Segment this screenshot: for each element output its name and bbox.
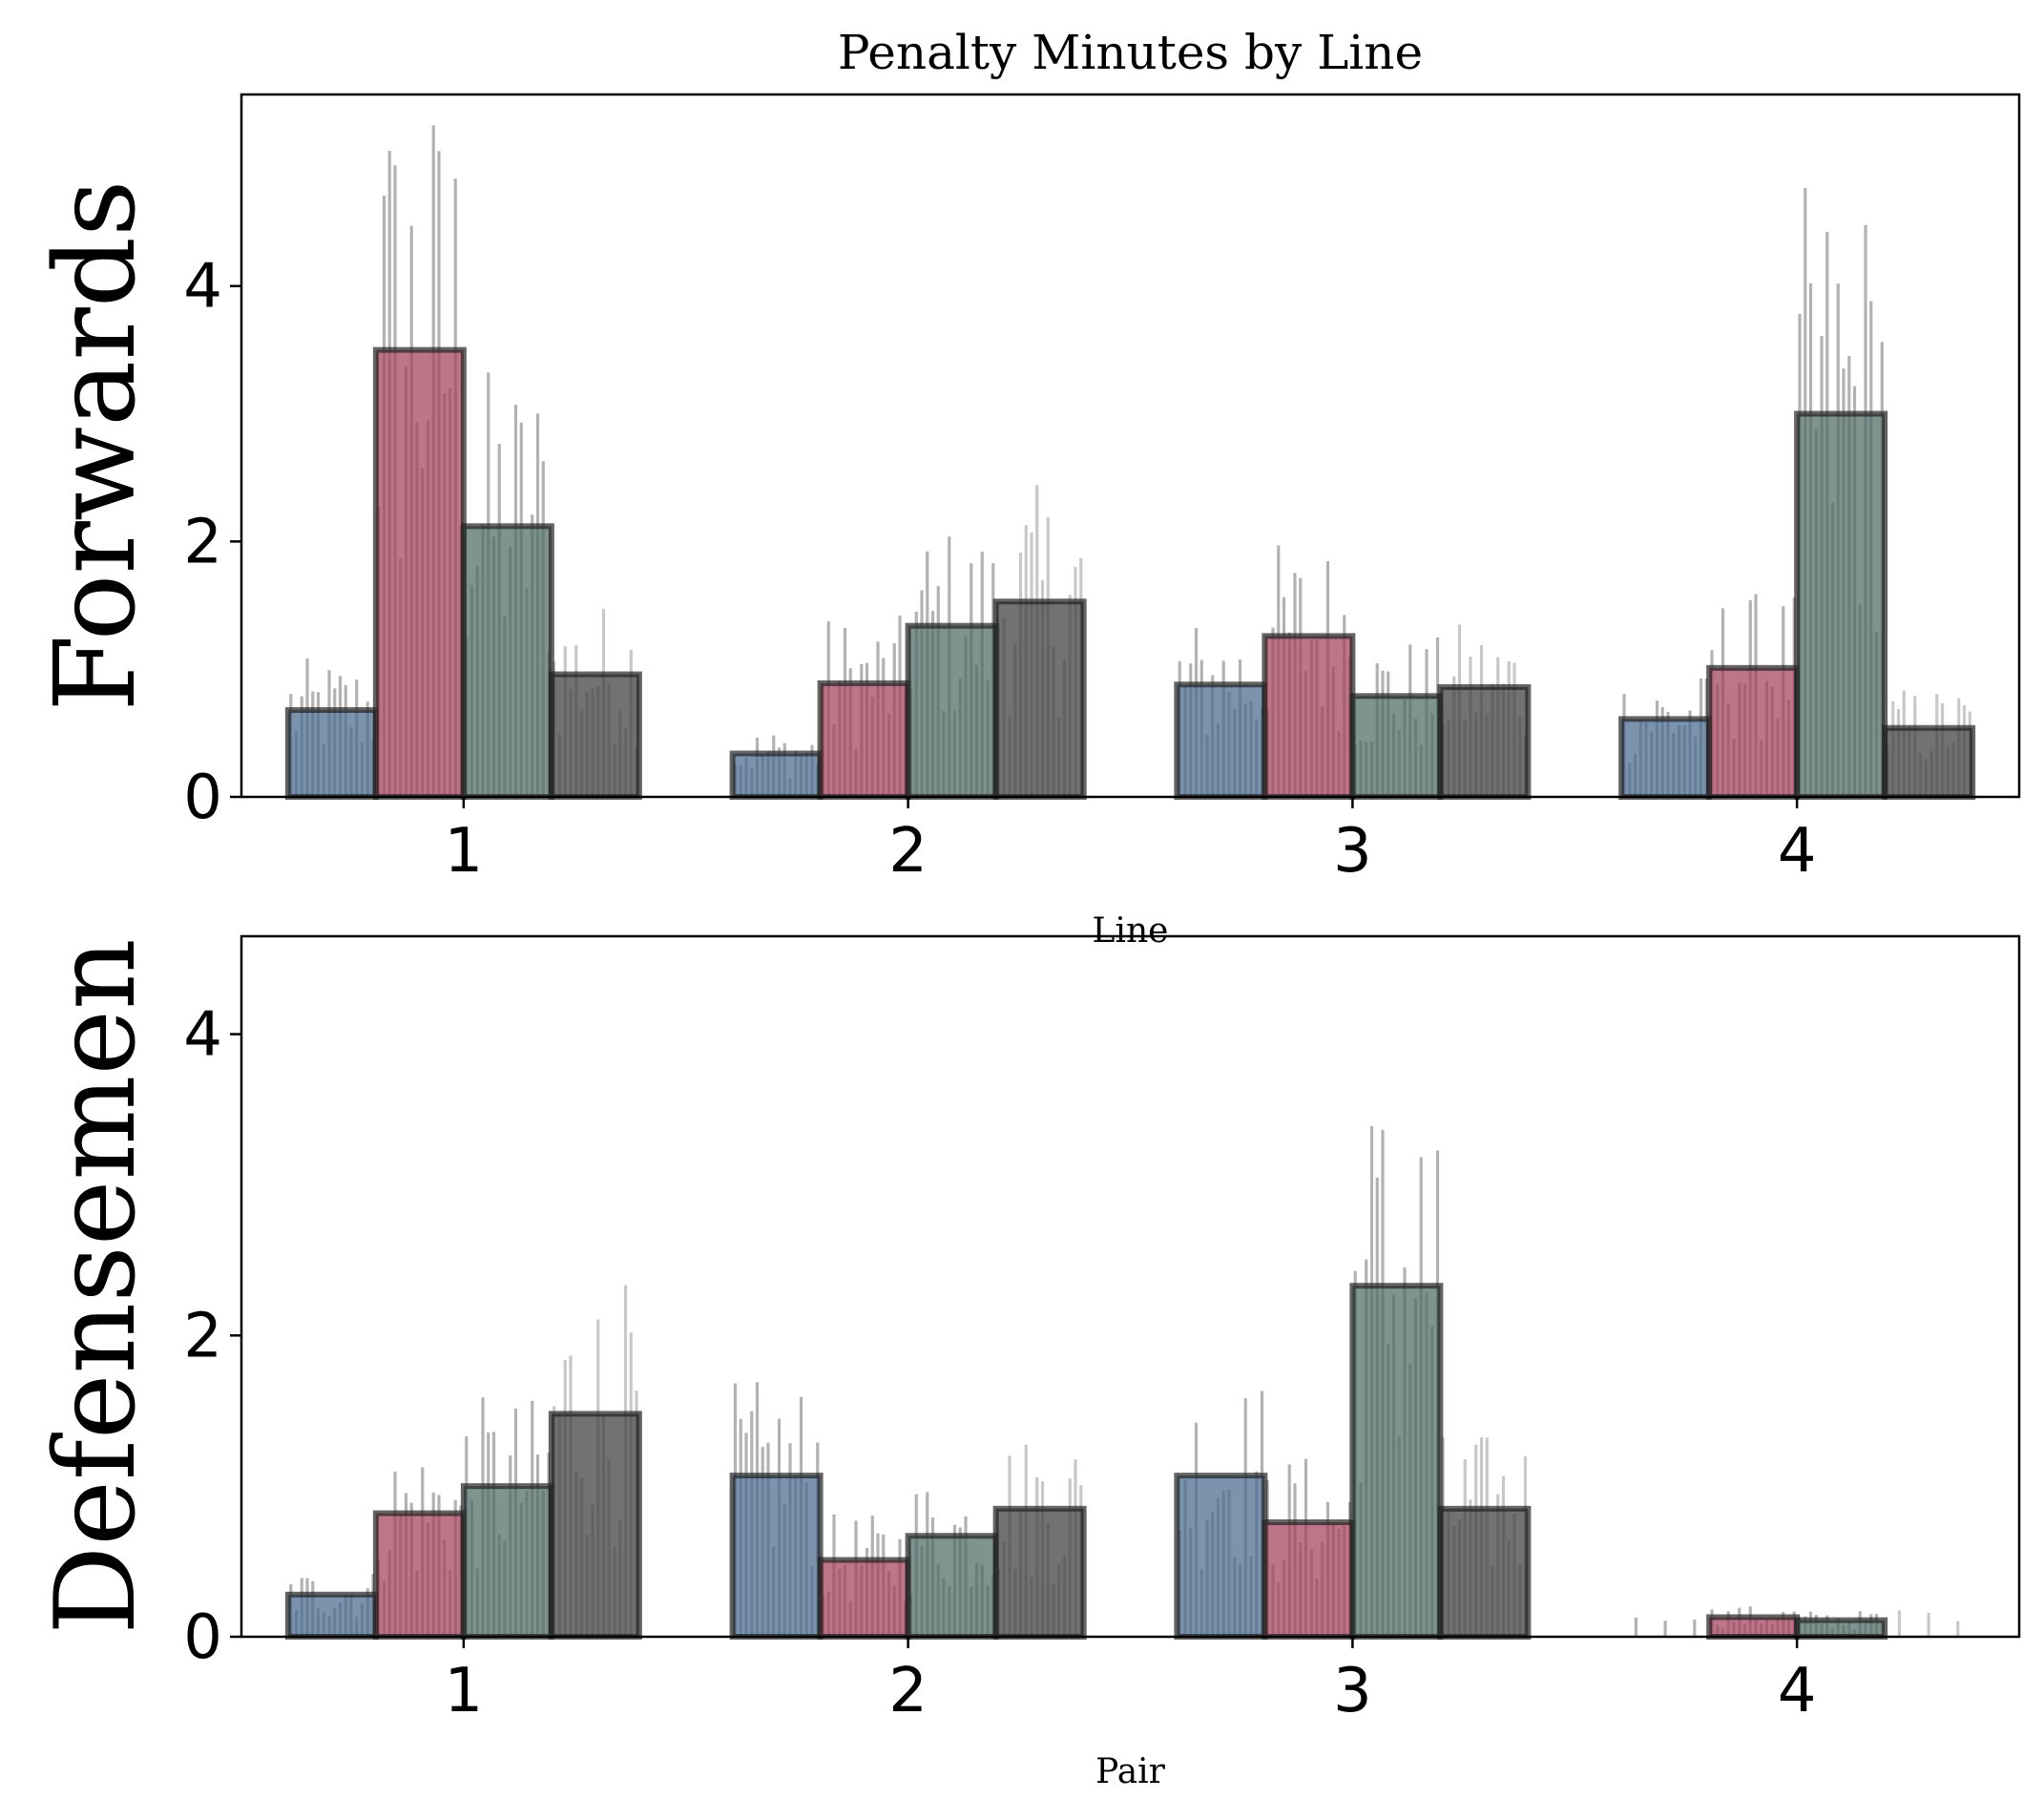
bar xyxy=(729,750,824,801)
x-tick-label: 3 xyxy=(1333,1656,1372,1726)
bar xyxy=(460,1483,554,1640)
y-tick-label: 4 xyxy=(183,1000,222,1071)
bar xyxy=(1349,693,1444,800)
bar xyxy=(1882,724,1976,800)
x-tick-label: 4 xyxy=(1778,816,1817,887)
bar xyxy=(372,346,467,800)
bar xyxy=(1349,1283,1444,1640)
axes-frame xyxy=(240,934,2021,1639)
bar xyxy=(460,523,554,801)
y-tick-label: 0 xyxy=(183,1602,222,1673)
bar xyxy=(548,671,642,800)
bar xyxy=(284,707,379,801)
bar xyxy=(1794,410,1888,800)
bar xyxy=(372,1510,467,1641)
bar xyxy=(1437,683,1532,801)
bar xyxy=(1706,664,1801,800)
y-tick-label: 0 xyxy=(183,763,222,833)
bar xyxy=(992,1505,1087,1641)
bar xyxy=(729,1473,824,1640)
x-axis-label: Line xyxy=(1093,911,1169,951)
bar xyxy=(905,1533,999,1640)
bar xyxy=(1262,1519,1356,1641)
bar xyxy=(992,598,1087,800)
x-tick-label: 1 xyxy=(445,816,484,887)
y-tick-label: 2 xyxy=(183,507,222,577)
bar xyxy=(1618,716,1713,800)
x-tick-label: 2 xyxy=(888,816,928,887)
y-axis-label: Defensemen xyxy=(31,938,160,1634)
y-tick-label: 4 xyxy=(183,252,222,323)
bar xyxy=(548,1411,642,1641)
bar xyxy=(1706,1614,1801,1641)
bar xyxy=(1174,1473,1268,1640)
bar xyxy=(1174,681,1268,800)
x-tick-label: 2 xyxy=(888,1656,928,1726)
bar xyxy=(817,1557,911,1641)
axes-frame xyxy=(240,93,2021,799)
x-tick-label: 1 xyxy=(445,1656,484,1726)
bar xyxy=(1437,1505,1532,1641)
x-axis-label: Pair xyxy=(1095,1752,1166,1791)
y-tick-label: 2 xyxy=(183,1301,222,1371)
bar xyxy=(1262,633,1356,801)
bar xyxy=(905,622,999,801)
bar xyxy=(284,1591,379,1640)
x-tick-label: 3 xyxy=(1333,816,1372,887)
bar xyxy=(817,680,911,800)
x-tick-label: 4 xyxy=(1778,1656,1817,1726)
bar xyxy=(1794,1617,1888,1641)
chart-title: Penalty Minutes by Line xyxy=(838,25,1423,80)
y-axis-label: Forwards xyxy=(31,179,160,711)
